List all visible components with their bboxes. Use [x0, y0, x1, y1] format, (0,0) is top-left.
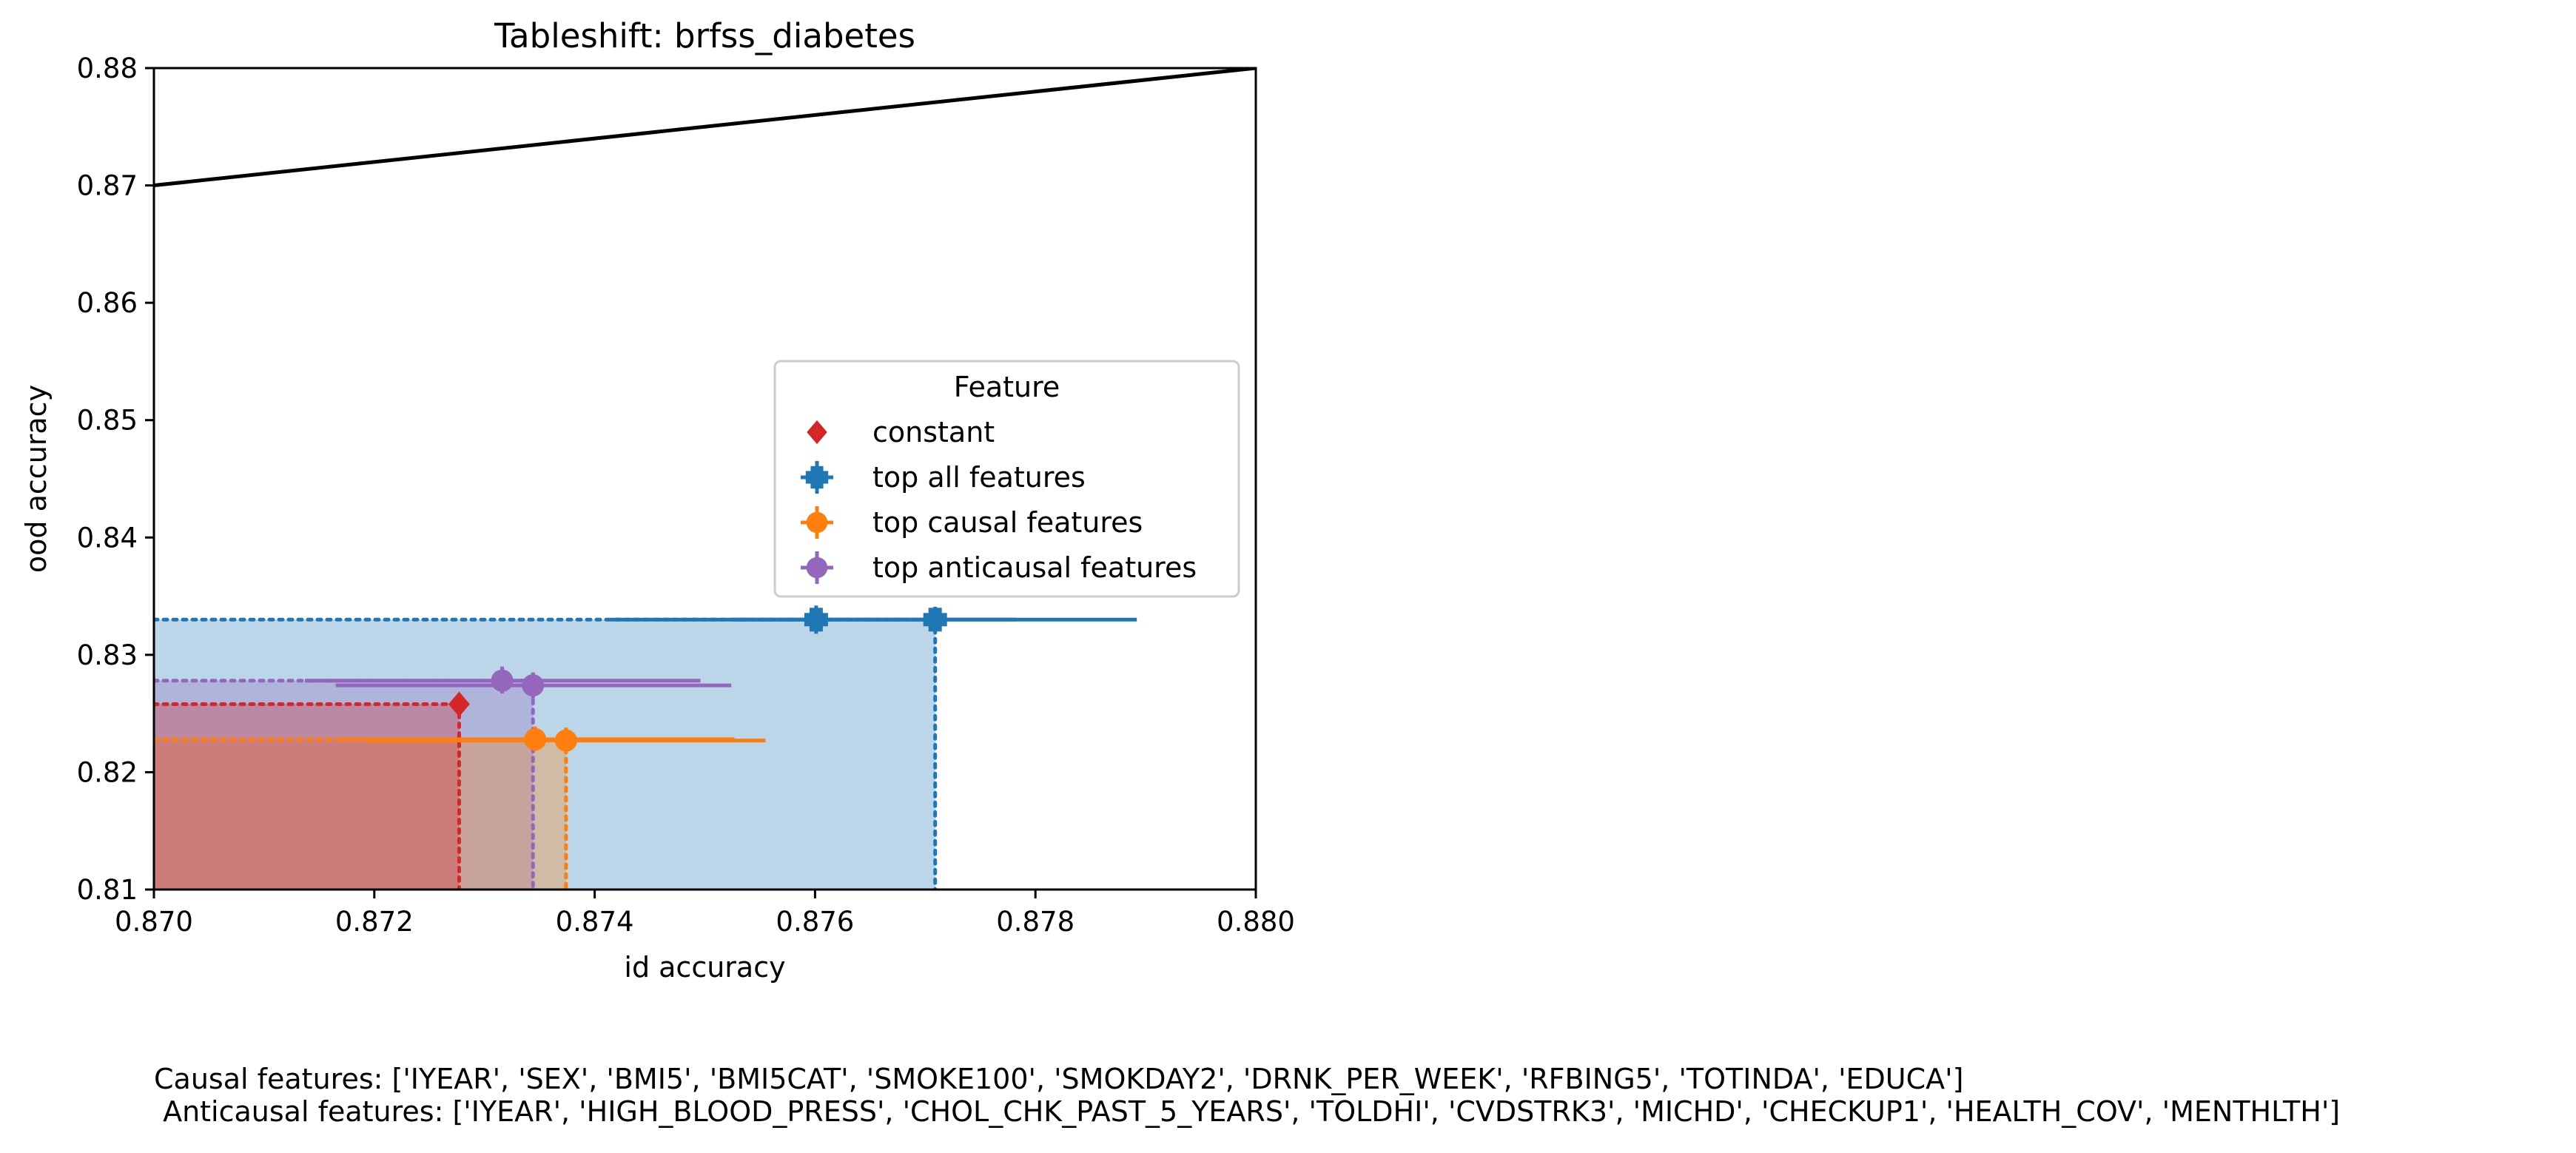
point-top-causal-features-1-shape: [554, 729, 577, 752]
y-tick-label: 0.86: [77, 287, 138, 319]
legend-label: top causal features: [872, 506, 1143, 539]
legend-marker-bar-v: [810, 465, 824, 489]
legend-label: top all features: [872, 461, 1086, 494]
y-tick-label: 0.84: [77, 522, 138, 554]
region-top-causal-features: [154, 739, 566, 890]
legend-label: constant: [872, 416, 995, 448]
point-top-all-features-1-bar-v: [928, 608, 942, 632]
point-top-anticausal-features-1-shape: [522, 674, 545, 697]
region-constant: [154, 704, 460, 890]
y-tick-label: 0.87: [77, 170, 138, 202]
legend-label: top anticausal features: [872, 551, 1197, 584]
point-top-anticausal-features-1: [522, 674, 545, 697]
region-top-anticausal-features: [154, 680, 534, 890]
legend-entry: top anticausal features: [801, 551, 1197, 584]
x-tick-label: 0.872: [335, 906, 414, 938]
legend-entry: top causal features: [801, 506, 1143, 539]
legend-entry: top all features: [801, 461, 1086, 494]
anticausal-features-caption: Anticausal features: ['IYEAR', 'HIGH_BLO…: [154, 1095, 2341, 1128]
x-tick-label: 0.878: [996, 906, 1075, 938]
legend-box: [773, 360, 1240, 598]
legend-marker-shape: [806, 557, 828, 579]
point-top-all-features-1: [923, 608, 947, 632]
legend-marker: [805, 465, 829, 489]
chart-title: Tableshift: brfss_diabetes: [494, 16, 915, 56]
legend-marker-shape: [806, 511, 828, 534]
y-axis-label: ood accuracy: [20, 385, 53, 573]
x-tick-label: 0.880: [1217, 906, 1295, 938]
x-tick-label: 0.876: [776, 906, 854, 938]
legend: Feature constant top all features top causa…: [773, 360, 1240, 598]
y-tick-label: 0.88: [77, 53, 138, 84]
y-tick-label: 0.85: [77, 405, 138, 437]
x-tick-label: 0.874: [556, 906, 634, 938]
point-top-causal-features-1: [554, 729, 577, 752]
region-top-all-features: [154, 619, 935, 890]
point-top-anticausal-features-0-shape: [491, 669, 514, 692]
y-tick-label: 0.83: [77, 639, 138, 671]
causal-features-caption: Causal features: ['IYEAR', 'SEX', 'BMI5'…: [154, 1063, 1964, 1095]
plot-area: [154, 68, 1256, 890]
point-top-anticausal-features-0: [491, 669, 514, 692]
diagonal-line: [154, 68, 1256, 188]
legend-marker: [806, 511, 828, 534]
axes-frame: [152, 67, 1257, 891]
y-tick-label: 0.82: [77, 756, 138, 788]
x-axis-label: id accuracy: [624, 951, 785, 984]
legend-marker: [807, 420, 827, 445]
x-tick-label: 0.870: [115, 906, 193, 938]
legend-title: Feature: [954, 371, 1060, 403]
point-constant-0: [448, 691, 470, 717]
y-tick-label: 0.81: [77, 874, 138, 906]
legend-entry: constant: [807, 416, 995, 448]
legend-marker: [806, 557, 828, 579]
legend-marker-shape: [807, 420, 827, 445]
point-constant-0-shape: [448, 691, 470, 717]
